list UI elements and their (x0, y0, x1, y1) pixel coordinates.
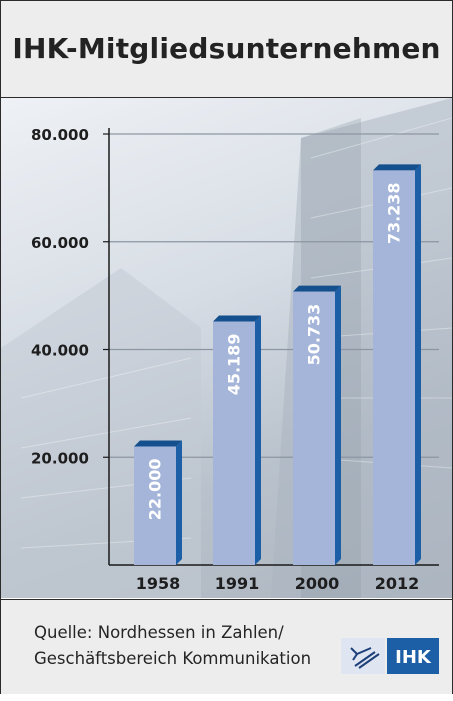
bar (213, 321, 255, 565)
bar-value-label: 45.189 (225, 334, 244, 396)
source-line-1: Quelle: Nordhessen in Zahlen/ (34, 623, 284, 642)
y-tick-label: 40.000 (31, 342, 89, 360)
y-tick-label: 20.000 (31, 449, 89, 467)
y-tick-label: 60.000 (31, 234, 89, 252)
source-note: Quelle: Nordhessen in Zahlen/ Geschäftsb… (34, 620, 311, 672)
header: IHK-Mitgliedsunternehmen (1, 1, 452, 98)
bar-side (415, 164, 421, 565)
bar (293, 291, 335, 565)
bar-value-label: 50.733 (305, 304, 324, 366)
ihk-logo: IHK (341, 638, 439, 674)
bar-top (293, 285, 341, 292)
bar (134, 446, 176, 565)
bar-top (373, 164, 421, 171)
bar-side (176, 440, 182, 565)
chart-area: 20.000 40.000 60.000 80.000 22.000 1958 45.189… (1, 98, 452, 598)
bar-side (335, 285, 341, 565)
footer: Quelle: Nordhessen in Zahlen/ Geschäftsb… (1, 599, 452, 694)
logo-text: IHK (395, 647, 432, 668)
bar-top (134, 440, 182, 447)
x-tick-label: 2000 (295, 574, 340, 593)
logo-emblem-bg (341, 638, 385, 674)
bar-value-label: 73.238 (385, 182, 404, 244)
ihk-logo-icon (350, 647, 380, 669)
bar-top (213, 315, 261, 322)
bar-value-label: 22.000 (146, 458, 165, 520)
chart-title: IHK-Mitgliedsunternehmen (12, 32, 441, 65)
bar-side (255, 315, 261, 565)
bar-chart: 20.000 40.000 60.000 80.000 22.000 1958 45.189… (31, 126, 439, 593)
y-tick-label: 80.000 (31, 126, 89, 144)
logo-text-bg (387, 638, 439, 674)
x-tick-label: 1958 (136, 574, 181, 593)
bar (373, 170, 415, 565)
source-line-2: Geschäftsbereich Kommunikation (34, 649, 312, 668)
x-tick-label: 1991 (215, 574, 260, 593)
x-tick-label: 2012 (375, 574, 420, 593)
